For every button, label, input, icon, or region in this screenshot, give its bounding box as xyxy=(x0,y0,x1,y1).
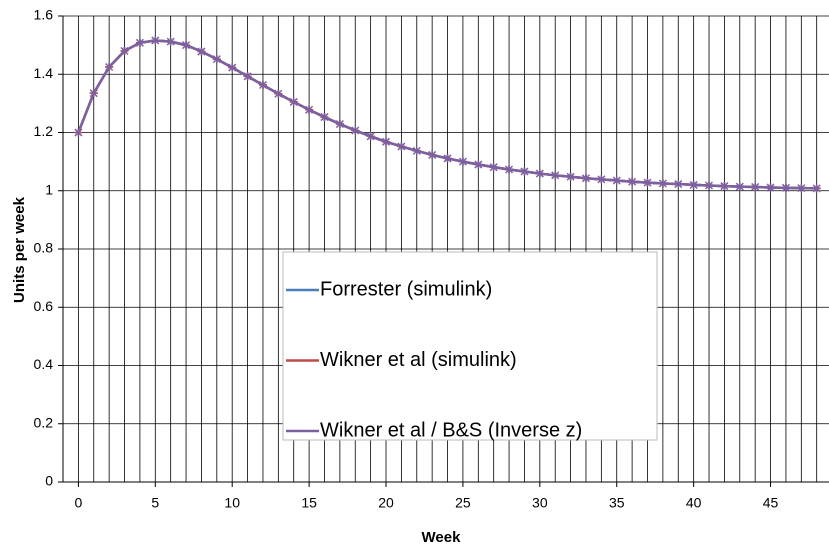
marker xyxy=(812,184,821,193)
marker xyxy=(628,177,637,186)
x-tick-label: 25 xyxy=(455,495,471,511)
y-tick-label: 0 xyxy=(45,473,53,489)
y-tick-label: 0.4 xyxy=(34,356,54,372)
marker xyxy=(489,163,498,172)
x-tick-label: 45 xyxy=(763,495,779,511)
marker xyxy=(520,167,529,176)
x-tick-label: 30 xyxy=(532,495,548,511)
marker xyxy=(505,165,514,174)
marker xyxy=(566,172,575,181)
legend-text: Wikner et al / B&S (Inverse z) xyxy=(320,419,582,441)
marker xyxy=(381,137,391,146)
marker xyxy=(751,182,760,191)
marker xyxy=(335,120,344,129)
marker xyxy=(674,180,683,189)
y-tick-label: 0.8 xyxy=(34,240,54,256)
marker xyxy=(412,146,421,155)
marker xyxy=(289,97,298,106)
marker xyxy=(258,80,267,90)
x-tick-label: 10 xyxy=(224,495,240,511)
legend-box xyxy=(282,251,658,441)
marker xyxy=(704,181,714,190)
marker xyxy=(428,150,437,159)
marker xyxy=(305,105,314,114)
marker xyxy=(74,128,83,137)
x-tick-label: 0 xyxy=(74,495,82,511)
marker xyxy=(243,72,252,81)
x-axis-title: Week xyxy=(422,529,462,546)
marker xyxy=(166,37,175,46)
marker xyxy=(135,38,144,47)
x-tick-label: 5 xyxy=(151,495,159,511)
marker xyxy=(274,89,283,98)
y-tick-label: 1.2 xyxy=(34,123,54,139)
marker xyxy=(474,160,483,169)
x-tick-label: 15 xyxy=(301,495,317,511)
y-tick-label: 1.4 xyxy=(34,65,54,81)
y-tick-label: 0.2 xyxy=(34,414,54,430)
y-axis-title: Units per week xyxy=(11,196,28,303)
marker xyxy=(658,179,667,188)
marker xyxy=(397,142,406,151)
marker xyxy=(228,63,237,72)
marker xyxy=(643,178,652,187)
marker xyxy=(351,126,360,135)
marker xyxy=(551,171,560,180)
marker xyxy=(151,36,160,45)
marker xyxy=(443,154,452,163)
x-tick-label: 20 xyxy=(378,495,394,511)
y-tick-label: 0.6 xyxy=(34,298,54,314)
marker xyxy=(612,176,621,185)
marker xyxy=(689,180,698,189)
marker xyxy=(458,157,467,166)
marker xyxy=(720,182,729,191)
x-tick-label: 35 xyxy=(609,495,625,511)
x-tick-label: 40 xyxy=(686,495,702,511)
marker xyxy=(212,55,221,64)
marker xyxy=(320,113,329,122)
marker xyxy=(581,174,591,183)
legend-text: Forrester (simulink) xyxy=(320,278,492,300)
marker xyxy=(766,183,775,192)
marker xyxy=(735,182,744,191)
y-tick-label: 1.6 xyxy=(34,7,54,23)
marker xyxy=(797,184,806,193)
marker xyxy=(105,62,114,71)
legend-text: Wikner et al (simulink) xyxy=(320,349,517,371)
marker xyxy=(781,183,790,192)
marker xyxy=(197,47,206,56)
marker xyxy=(89,89,98,98)
y-tick-label: 1 xyxy=(45,181,53,197)
marker xyxy=(366,132,375,141)
marker xyxy=(535,169,544,178)
marker xyxy=(182,41,191,50)
marker xyxy=(597,175,606,184)
marker xyxy=(120,46,129,55)
